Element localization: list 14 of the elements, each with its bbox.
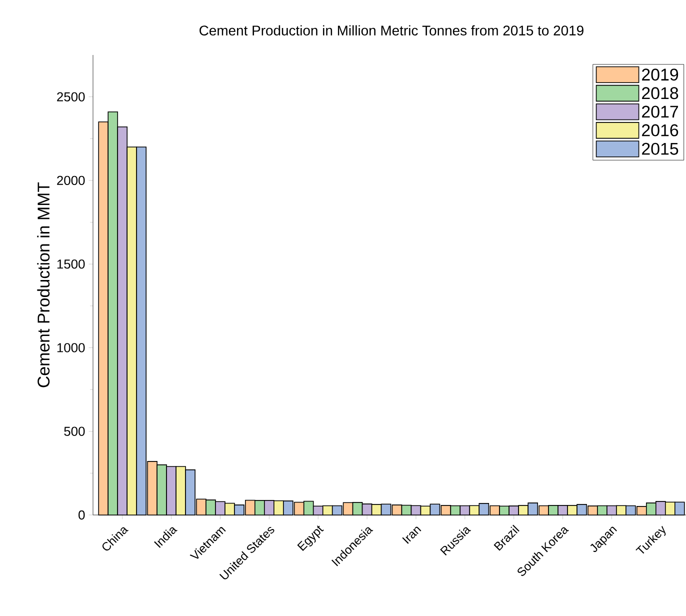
legend-label: 2016 [642,124,678,136]
legend-label: 2018 [642,87,678,100]
y-tick-label: 1000 [57,343,85,352]
y-tick-label: 2500 [57,92,85,102]
y-tick-label: 0 [78,510,85,520]
legend-label: 2015 [642,142,678,155]
y-tick-label: 1500 [57,259,85,269]
legend-label: 2017 [642,106,678,118]
chart-title: Cement Production in Million Metric Tonnes from 2015 to 2019 [200,25,584,36]
x-tick-label: Iran [402,526,422,544]
legend-label: 2019 [642,68,678,81]
y-tick-label: 500 [64,426,85,436]
y-tick-label: 2000 [57,176,85,186]
y-axis-title: Cement Production in MMT [37,182,50,388]
